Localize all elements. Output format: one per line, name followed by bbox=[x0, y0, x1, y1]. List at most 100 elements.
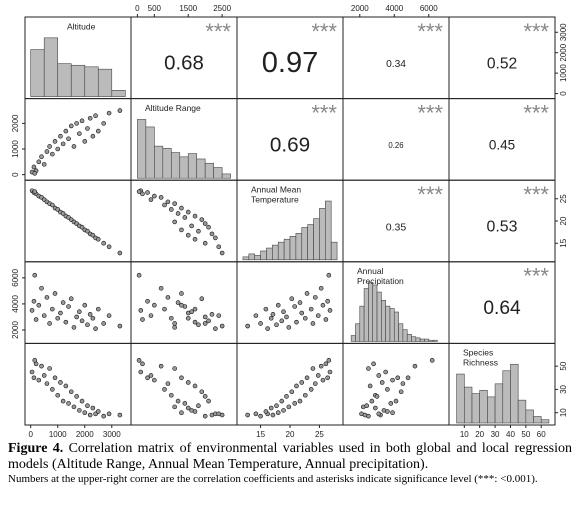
point bbox=[63, 128, 69, 134]
tick-label: 3000 bbox=[103, 430, 121, 439]
point bbox=[117, 108, 123, 113]
tick-label: 60 bbox=[537, 430, 546, 439]
point bbox=[172, 219, 177, 225]
point bbox=[93, 326, 98, 331]
point bbox=[79, 118, 85, 124]
point bbox=[44, 381, 50, 386]
point bbox=[326, 272, 332, 278]
point bbox=[196, 228, 201, 234]
tick-label: 4000 bbox=[385, 4, 403, 13]
histogram-bar bbox=[111, 90, 126, 97]
histogram-bar bbox=[330, 241, 338, 261]
point bbox=[179, 375, 184, 381]
point bbox=[304, 375, 310, 381]
tick-label: 2000 bbox=[11, 114, 20, 132]
tick-label: 15 bbox=[256, 430, 265, 439]
tick-label: 6000 bbox=[11, 268, 20, 286]
histogram-bar bbox=[221, 173, 231, 179]
panel bbox=[448, 342, 556, 426]
point bbox=[168, 315, 174, 321]
histogram-bar bbox=[57, 63, 72, 97]
point bbox=[101, 121, 106, 126]
point bbox=[79, 398, 85, 404]
point bbox=[85, 403, 90, 409]
point bbox=[148, 313, 154, 318]
tick-label: 15 bbox=[559, 238, 568, 247]
tick-label: 0 bbox=[28, 430, 33, 439]
point bbox=[66, 304, 71, 309]
point bbox=[55, 146, 61, 152]
histogram-bar bbox=[179, 156, 189, 179]
tick-label: 500 bbox=[148, 4, 162, 13]
point bbox=[281, 309, 286, 315]
point bbox=[279, 318, 285, 324]
point bbox=[281, 408, 286, 413]
variable-label: Altitude Range bbox=[145, 103, 201, 113]
point bbox=[323, 317, 329, 322]
tick-label: 30 bbox=[559, 384, 568, 393]
point bbox=[292, 304, 298, 309]
tick-label: 30 bbox=[491, 430, 500, 439]
histogram-bar bbox=[301, 227, 308, 261]
point bbox=[270, 312, 276, 317]
point bbox=[385, 387, 390, 392]
point bbox=[77, 408, 82, 413]
tick-label: 1000 bbox=[49, 430, 67, 439]
point bbox=[60, 300, 66, 305]
panel bbox=[24, 179, 132, 263]
point bbox=[327, 308, 333, 313]
point bbox=[95, 128, 101, 134]
histogram-bar bbox=[411, 336, 417, 342]
significance: *** bbox=[205, 19, 231, 44]
point bbox=[60, 141, 66, 147]
point bbox=[284, 394, 289, 399]
point bbox=[47, 144, 52, 149]
significance: *** bbox=[311, 100, 337, 125]
tick-label: 1500 bbox=[179, 4, 197, 13]
point bbox=[206, 224, 211, 230]
variable-label: Temperature bbox=[251, 194, 299, 204]
point bbox=[117, 250, 123, 256]
point bbox=[213, 326, 218, 331]
tick-label: 2000 bbox=[351, 4, 369, 13]
point bbox=[162, 202, 167, 208]
histogram-bar bbox=[145, 126, 155, 179]
point bbox=[308, 387, 314, 392]
point bbox=[371, 361, 376, 367]
point bbox=[47, 366, 52, 371]
point bbox=[405, 375, 411, 381]
tick-label: 40 bbox=[506, 430, 515, 439]
point bbox=[315, 373, 321, 378]
point bbox=[320, 377, 326, 383]
point bbox=[39, 154, 44, 159]
point bbox=[367, 383, 373, 389]
point bbox=[268, 405, 274, 411]
tick-label: 3000 bbox=[559, 23, 568, 41]
point bbox=[376, 411, 382, 417]
point bbox=[323, 361, 329, 367]
point bbox=[219, 323, 225, 329]
point bbox=[58, 133, 63, 139]
histogram-bar bbox=[487, 396, 496, 424]
point bbox=[55, 392, 61, 398]
point bbox=[275, 302, 281, 308]
tick-label: 1000 bbox=[11, 140, 20, 158]
point bbox=[400, 381, 406, 386]
point bbox=[36, 159, 42, 165]
point bbox=[388, 401, 394, 406]
point bbox=[106, 313, 112, 318]
caption-main: Figure 4. Correlation matrix of environm… bbox=[8, 441, 572, 473]
point bbox=[152, 302, 157, 308]
point bbox=[185, 232, 191, 238]
point bbox=[32, 189, 38, 194]
correlation: 0.52 bbox=[487, 55, 517, 72]
caption-note: Numbers at the upper-right corner are th… bbox=[8, 473, 538, 486]
point bbox=[192, 383, 198, 389]
point bbox=[327, 369, 333, 375]
histogram-bar bbox=[381, 299, 386, 342]
point bbox=[189, 223, 194, 229]
histogram-bar bbox=[393, 311, 399, 342]
point bbox=[31, 375, 37, 381]
point bbox=[158, 285, 164, 291]
point bbox=[294, 319, 299, 325]
